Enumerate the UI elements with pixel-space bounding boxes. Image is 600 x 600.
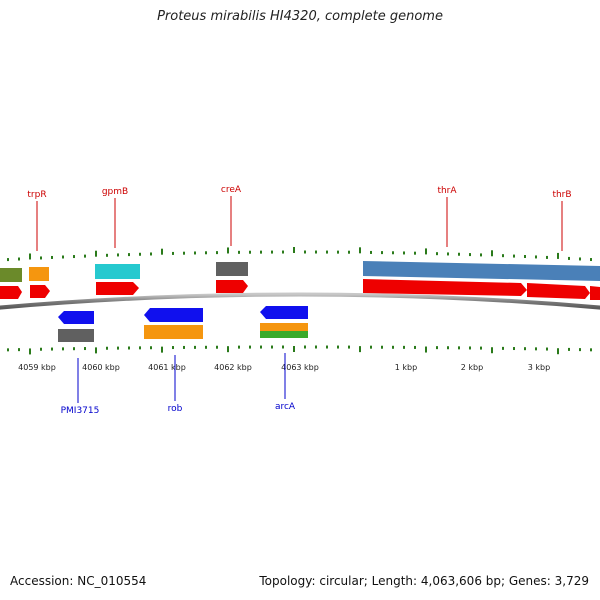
gene-label-gpmB[interactable]: gpmB	[102, 187, 128, 197]
gene-label-arcA[interactable]: arcA	[275, 402, 296, 412]
forward-cds-feature[interactable]	[96, 282, 139, 295]
gene-label-creA[interactable]: creA	[221, 185, 242, 195]
tick-label: 2 kbp	[461, 363, 483, 372]
reverse-cds-feature[interactable]	[144, 308, 203, 322]
tick-label: 4060 kbp	[82, 363, 120, 372]
tick-label: 3 kbp	[528, 363, 550, 372]
tick-row-bottom	[7, 345, 592, 355]
forward-cds-feature[interactable]	[527, 283, 590, 299]
orange-feature[interactable]	[260, 323, 308, 331]
genome-backbone	[0, 292, 600, 310]
reverse-cds-feature[interactable]	[260, 306, 308, 319]
accession-text: Accession: NC_010554	[10, 574, 147, 588]
forward-cds-feature[interactable]	[30, 285, 50, 298]
cyan-feature[interactable]	[95, 264, 140, 279]
orange-feature[interactable]	[144, 325, 203, 339]
gene-label-rob[interactable]: rob	[168, 404, 183, 414]
forward-cds-feature[interactable]	[216, 280, 248, 293]
tick-row-top	[7, 247, 592, 262]
olive-feature[interactable]	[0, 268, 22, 282]
map-title: Proteus mirabilis HI4320, complete genom…	[157, 9, 443, 24]
tick-labels: 4059 kbp 4060 kbp 4061 kbp 4062 kbp 4063 kbp…	[18, 363, 550, 372]
tick-label: 4063 kbp	[281, 363, 319, 372]
gene-label-thrB[interactable]: thrB	[552, 190, 571, 200]
reverse-cds-feature[interactable]	[58, 311, 94, 324]
green-feature[interactable]	[260, 331, 308, 338]
forward-cds-feature[interactable]	[590, 286, 600, 300]
forward-cds-feature[interactable]	[0, 286, 22, 299]
forward-cds-feature[interactable]	[363, 279, 527, 296]
tick-label: 4059 kbp	[18, 363, 56, 372]
gene-label-PMI3715[interactable]: PMI3715	[61, 406, 100, 416]
steelblue-feature[interactable]	[363, 261, 600, 281]
tick-label: 1 kbp	[395, 363, 417, 372]
genome-stats-text: Topology: circular; Length: 4,063,606 bp…	[259, 574, 589, 588]
gene-labels-top: trpR gpmB creA thrA thrB	[27, 185, 572, 251]
tick-label: 4062 kbp	[214, 363, 252, 372]
gene-label-thrA[interactable]: thrA	[437, 186, 457, 196]
orange-feature[interactable]	[29, 267, 49, 281]
gray-feature[interactable]	[216, 262, 248, 276]
gene-label-trpR[interactable]: trpR	[27, 190, 46, 200]
tick-label: 4061 kbp	[148, 363, 186, 372]
gene-labels-bottom: PMI3715 rob arcA	[61, 353, 296, 416]
gray-feature[interactable]	[58, 329, 94, 342]
